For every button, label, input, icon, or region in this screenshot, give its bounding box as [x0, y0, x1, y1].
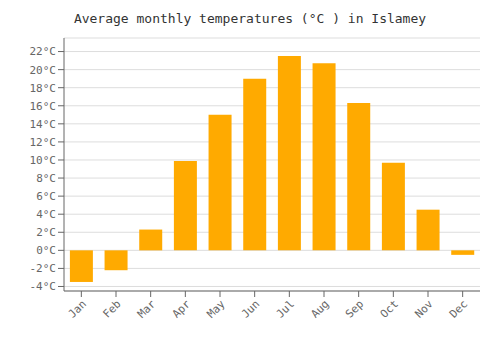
svg-text:8°C: 8°C — [36, 172, 56, 185]
svg-text:Mar: Mar — [135, 297, 159, 321]
svg-text:20°C: 20°C — [30, 64, 57, 77]
svg-text:10°C: 10°C — [30, 154, 57, 167]
svg-text:2°C: 2°C — [36, 226, 56, 239]
svg-text:12°C: 12°C — [30, 136, 57, 149]
svg-text:Jul: Jul — [274, 297, 297, 320]
svg-text:4°C: 4°C — [36, 208, 56, 221]
svg-text:22°C: 22°C — [30, 45, 57, 58]
svg-text:Sep: Sep — [343, 297, 366, 320]
svg-text:Aug: Aug — [308, 297, 331, 320]
svg-text:0°C: 0°C — [36, 244, 56, 257]
svg-text:-2°C: -2°C — [30, 262, 57, 275]
svg-text:Jan: Jan — [66, 297, 89, 320]
svg-text:18°C: 18°C — [30, 82, 57, 95]
svg-text:Oct: Oct — [378, 297, 401, 320]
svg-text:Jun: Jun — [239, 297, 262, 320]
svg-text:Feb: Feb — [100, 297, 123, 320]
html-text:Average monthly temperatures (: Average monthly temperatures (°C ) in Is… — [73, 11, 427, 26]
svg-text:Nov: Nov — [412, 297, 436, 321]
svg-text:May: May — [204, 297, 228, 321]
svg-text:14°C: 14°C — [30, 118, 57, 131]
svg-text:16°C: 16°C — [30, 100, 57, 113]
svg-text:Dec: Dec — [447, 297, 470, 320]
svg-text:6°C: 6°C — [36, 190, 56, 203]
svg-text:Apr: Apr — [170, 297, 194, 321]
svg-text:-4°C: -4°C — [30, 280, 57, 293]
